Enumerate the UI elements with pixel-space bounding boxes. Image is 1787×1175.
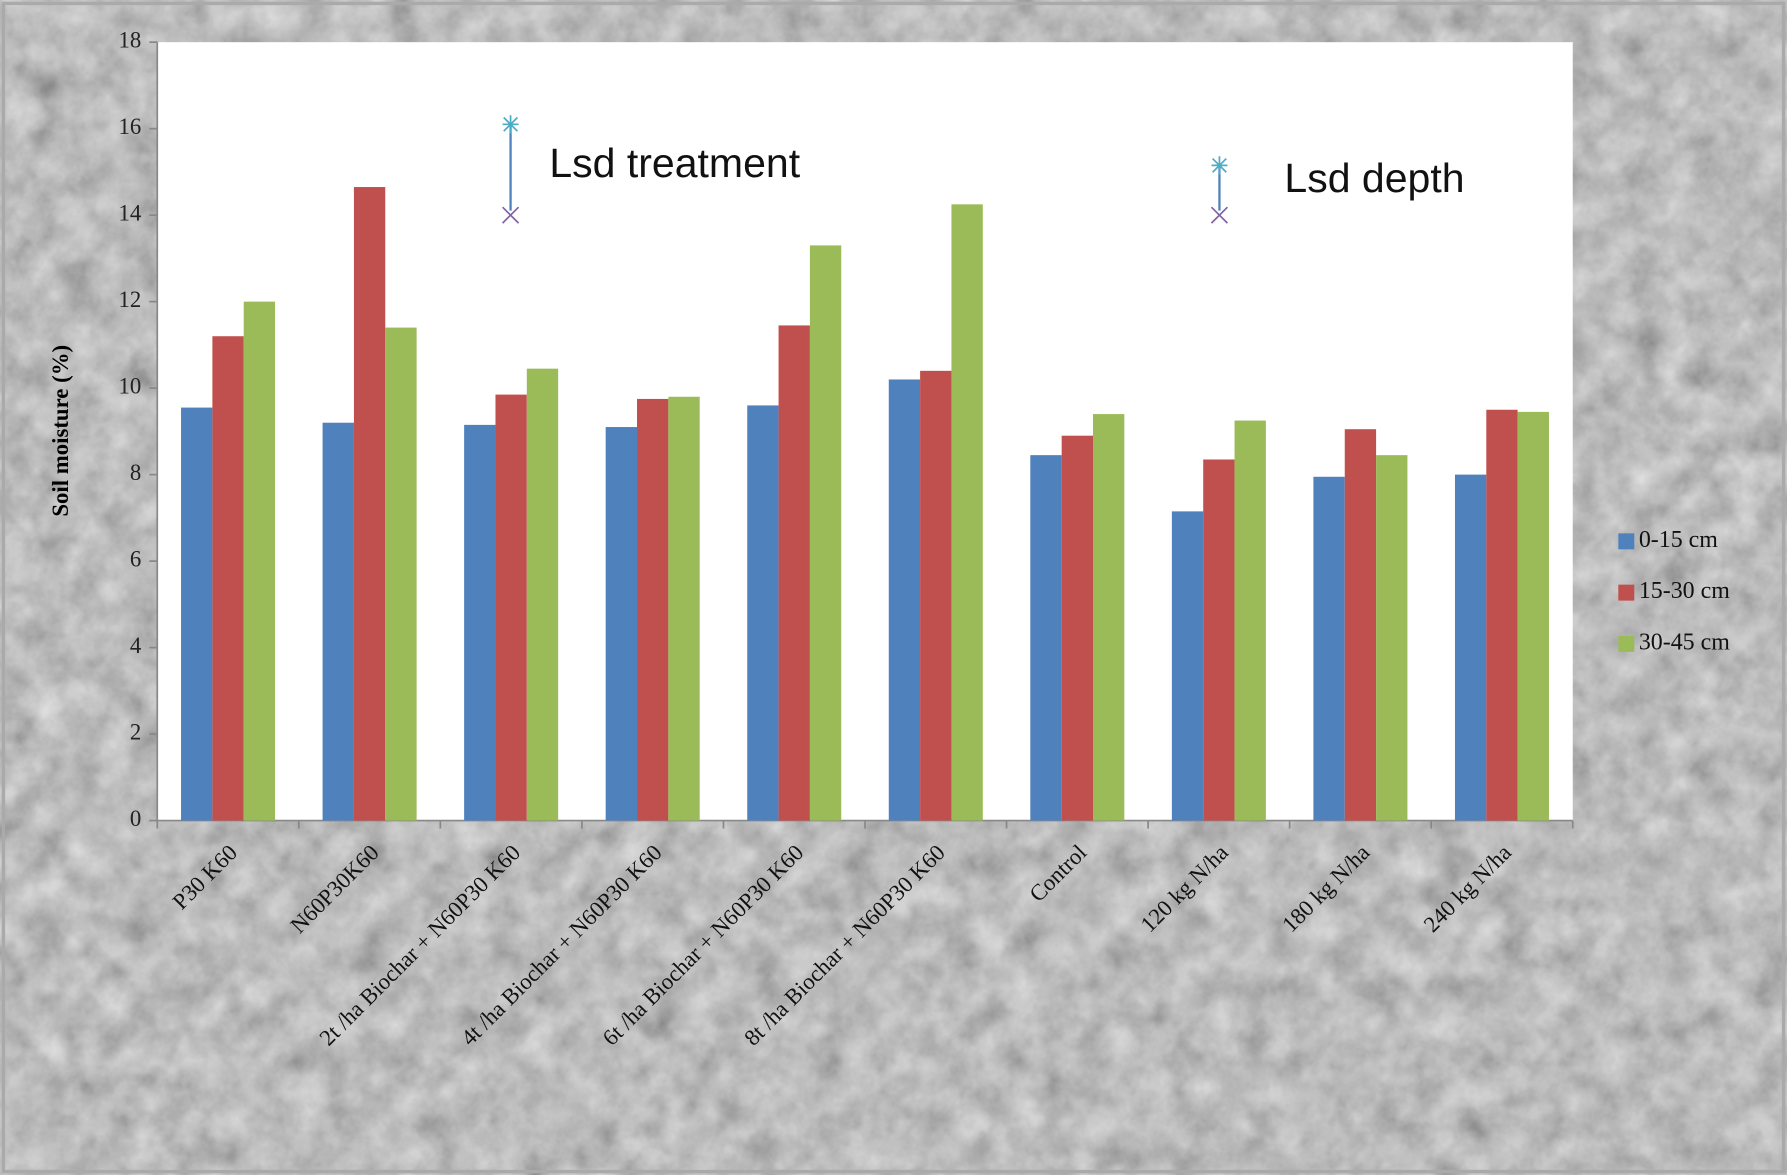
y-tick-label: 12 [119,287,142,312]
bar [605,427,638,821]
legend-swatch [1618,635,1635,652]
bar [920,370,952,821]
lsd-high-marker [1211,156,1228,175]
bar [888,379,921,821]
lsd-label: Lsd treatment [549,140,800,186]
bar [809,245,842,821]
bar [1486,409,1518,821]
y-axis-title: Soil moisture (%) [48,345,73,517]
y-tick-label: 6 [130,546,141,571]
bar [526,368,559,821]
bar [495,394,527,821]
y-tick-label: 10 [119,373,142,398]
legend-swatch [1618,584,1635,601]
bar [1313,476,1345,821]
y-tick-label: 0 [130,806,141,831]
lsd-label: Lsd depth [1284,155,1464,201]
bar [778,325,810,821]
lsd-high-marker [502,115,519,134]
bar [1030,455,1062,821]
y-tick-label: 4 [130,633,142,658]
lsd-low-marker [1210,206,1229,224]
bar [1092,414,1125,821]
bar [464,424,496,821]
lsd-low-marker [501,206,520,224]
legend-label: 0-15 cm [1639,527,1718,553]
bar [1376,455,1408,821]
bar [1171,511,1204,821]
bar [1344,429,1377,821]
bar [1203,459,1235,821]
y-tick-label: 14 [119,200,142,225]
y-tick-label: 16 [119,114,142,139]
bar [668,396,700,821]
legend-label: 15-30 cm [1639,578,1730,604]
bar [322,422,354,821]
bar [385,327,417,821]
bar [1234,420,1266,821]
bar [1517,411,1549,821]
bar [353,187,386,821]
bar [243,301,276,821]
bar [747,405,779,821]
legend-swatch [1618,533,1635,550]
bar [181,407,213,821]
bar [1454,474,1487,821]
y-tick-label: 2 [130,719,141,744]
bar [637,398,669,821]
bar [951,204,983,821]
bar [1061,435,1093,821]
y-tick-label: 8 [130,460,141,485]
y-tick-label: 18 [119,27,142,52]
legend-label: 30-45 cm [1639,629,1730,655]
bar [212,336,244,821]
